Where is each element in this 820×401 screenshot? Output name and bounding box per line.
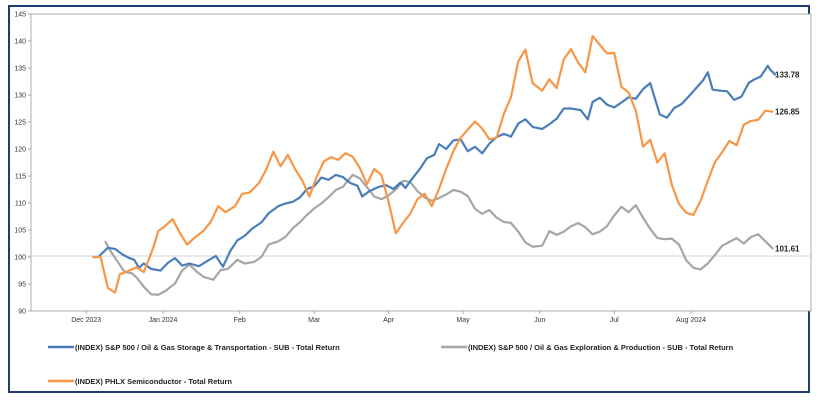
y-tick-label: 140 [14,39,26,46]
y-tick-label: 100 [14,255,26,262]
x-tick-label: Dec 2023 [71,317,101,324]
y-tick-label: 95 [18,282,26,289]
y-tick-label: 115 [15,174,26,181]
legend-label-2: (INDEX) PHLX Semiconductor - Total Retur… [75,377,232,386]
x-tick-label: Jan 2024 [149,317,178,324]
x-axis: Dec 2023 Jan 2024 Feb Mar Apr May Jun Jul Aug 20… [71,311,706,324]
y-axis: 90 95 100 105 110 115 120 125 130 135 140 145 [14,12,31,316]
y-tick-label: 125 [14,120,26,127]
y-tick-label: 145 [14,12,26,19]
end-value-label-2: 126.85 [775,108,800,117]
series-layer [92,35,777,296]
end-value-label-0: 133.78 [775,70,800,79]
x-tick-label: Jun [534,317,545,324]
y-tick-label: 105 [14,228,26,235]
x-tick-label: Mar [308,317,321,324]
end-labels: 133.78 101.61 126.85 [775,70,800,253]
x-tick-label: May [456,317,470,324]
legend-label-1: (INDEX) S&P 500 / Oil & Gas Exploration … [468,343,734,352]
series-line-2 [92,35,774,294]
y-tick-label: 110 [15,201,26,208]
x-tick-label: Aug 2024 [676,317,706,324]
plot-area [30,13,812,312]
end-value-label-1: 101.61 [775,244,800,253]
y-tick-label: 130 [14,93,26,100]
y-tick-label: 135 [14,66,26,73]
y-tick-label: 90 [18,309,26,316]
x-tick-label: Apr [383,317,395,324]
legend-label-0: (INDEX) S&P 500 / Oil & Gas Storage & Tr… [75,343,340,352]
x-tick-label: Feb [234,317,246,324]
x-tick-label: Jul [610,317,619,324]
legend: (INDEX) S&P 500 / Oil & Gas Storage & Tr… [48,343,734,386]
y-tick-label: 120 [14,147,26,154]
series-line-0 [92,64,777,272]
series-line-1 [104,173,774,296]
